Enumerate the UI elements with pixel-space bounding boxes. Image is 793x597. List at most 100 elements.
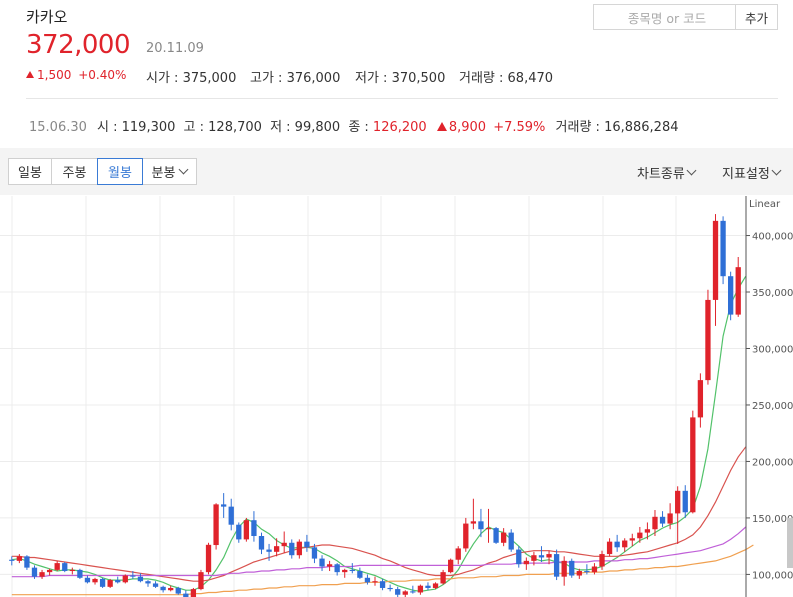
candle[interactable] — [637, 526, 643, 543]
candle[interactable] — [69, 567, 75, 575]
candle[interactable] — [168, 585, 174, 592]
candle[interactable] — [463, 517, 469, 552]
candle[interactable] — [115, 576, 121, 584]
candle[interactable] — [622, 538, 628, 552]
candle[interactable] — [728, 271, 734, 321]
candle[interactable] — [569, 558, 575, 578]
candle[interactable] — [690, 410, 696, 514]
candle[interactable] — [39, 569, 45, 579]
candle[interactable] — [599, 550, 605, 570]
tab-daily[interactable]: 일봉 — [8, 158, 52, 185]
candle[interactable] — [9, 556, 15, 566]
candle[interactable] — [266, 543, 272, 561]
candle[interactable] — [62, 561, 68, 573]
candle[interactable] — [455, 546, 461, 565]
candle[interactable] — [243, 517, 250, 542]
candle[interactable] — [402, 590, 408, 597]
candle[interactable] — [584, 564, 590, 575]
candle[interactable] — [682, 485, 688, 518]
candle[interactable] — [432, 582, 439, 590]
candle[interactable] — [516, 546, 522, 568]
candle[interactable] — [379, 578, 386, 591]
candle[interactable] — [523, 557, 529, 570]
candle[interactable] — [735, 256, 741, 317]
candle[interactable] — [281, 531, 287, 553]
candle[interactable] — [175, 586, 181, 595]
candle[interactable] — [342, 568, 348, 578]
candle[interactable] — [478, 508, 484, 538]
candle[interactable] — [364, 574, 371, 585]
candle[interactable] — [107, 578, 113, 588]
scrollbar-thumb[interactable] — [787, 518, 793, 568]
candle[interactable] — [659, 511, 666, 527]
candle[interactable] — [410, 585, 416, 594]
candle[interactable] — [311, 543, 318, 564]
candle[interactable] — [198, 569, 204, 591]
add-button[interactable]: 추가 — [735, 4, 778, 30]
candle[interactable] — [387, 584, 393, 592]
candle[interactable] — [644, 522, 651, 540]
candle[interactable] — [591, 563, 598, 575]
candle[interactable] — [289, 539, 295, 559]
candle[interactable] — [448, 558, 454, 574]
candle[interactable] — [213, 503, 219, 550]
candle[interactable] — [576, 568, 582, 579]
candle[interactable] — [500, 528, 507, 547]
candle[interactable] — [485, 508, 492, 543]
candle[interactable] — [273, 538, 280, 557]
candle[interactable] — [493, 526, 499, 544]
candle[interactable] — [417, 584, 424, 595]
candle[interactable] — [16, 554, 22, 564]
chart-type-dropdown[interactable]: 차트종류 — [637, 163, 697, 182]
candle[interactable] — [183, 590, 189, 597]
candle[interactable] — [440, 569, 446, 585]
candle[interactable] — [130, 571, 136, 579]
candle[interactable] — [122, 574, 128, 584]
search-input[interactable] — [600, 6, 734, 30]
candle[interactable] — [652, 510, 658, 537]
candle[interactable] — [720, 216, 726, 285]
candle[interactable] — [546, 550, 552, 565]
candle[interactable] — [31, 565, 38, 579]
candle[interactable] — [221, 493, 227, 518]
candle[interactable] — [46, 568, 53, 576]
candle[interactable] — [675, 486, 681, 544]
candle[interactable] — [228, 498, 234, 531]
candle[interactable] — [508, 529, 514, 552]
candle[interactable] — [538, 546, 545, 562]
candle[interactable] — [531, 551, 537, 566]
indicator-settings-dropdown[interactable]: 지표설정 — [722, 163, 782, 182]
candle[interactable] — [667, 503, 673, 530]
candle[interactable] — [77, 568, 83, 579]
candle[interactable] — [296, 539, 302, 559]
tab-monthly[interactable]: 월봉 — [97, 158, 143, 185]
candle[interactable] — [553, 549, 560, 581]
candle[interactable] — [92, 577, 98, 585]
candle[interactable] — [319, 555, 325, 572]
candle[interactable] — [326, 560, 333, 572]
candle[interactable] — [334, 563, 340, 576]
candle[interactable] — [705, 289, 711, 385]
candle[interactable] — [24, 555, 30, 570]
candle[interactable] — [160, 585, 166, 593]
candle[interactable] — [629, 533, 635, 547]
candle[interactable] — [349, 563, 355, 574]
candle[interactable] — [606, 538, 613, 557]
candle[interactable] — [54, 560, 60, 572]
candle[interactable] — [470, 498, 477, 530]
candle[interactable] — [395, 586, 401, 597]
candle[interactable] — [614, 534, 620, 552]
candle[interactable] — [712, 214, 719, 326]
candle[interactable] — [425, 582, 431, 591]
candle[interactable] — [190, 587, 197, 597]
candle[interactable] — [145, 580, 151, 587]
candle[interactable] — [357, 567, 363, 579]
candle[interactable] — [152, 581, 159, 588]
tab-minute[interactable]: 분봉 — [142, 158, 197, 185]
candle[interactable] — [236, 522, 242, 543]
candle[interactable] — [84, 575, 91, 584]
candle[interactable] — [99, 577, 106, 588]
candle[interactable] — [304, 534, 310, 552]
tab-weekly[interactable]: 주봉 — [51, 158, 98, 185]
candle[interactable] — [251, 511, 257, 542]
